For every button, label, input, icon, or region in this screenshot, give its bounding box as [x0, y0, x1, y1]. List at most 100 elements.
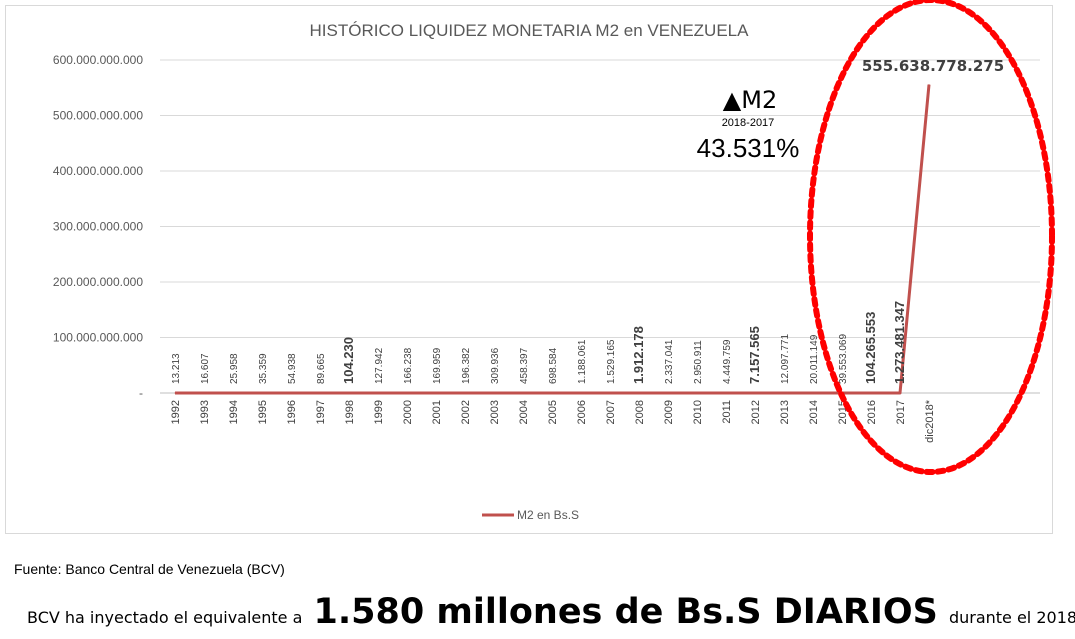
data-point	[754, 392, 756, 394]
x-tick-label: 1999	[373, 400, 385, 424]
data-point	[232, 392, 234, 394]
data-point	[203, 392, 205, 394]
data-point	[174, 392, 176, 394]
data-point	[464, 392, 466, 394]
data-label: 2.337.041	[664, 339, 675, 384]
x-tick-label: 1993	[199, 400, 211, 424]
data-point	[696, 392, 698, 394]
x-tick-label: 1996	[286, 400, 298, 424]
x-tick-label: 2003	[489, 400, 501, 424]
x-tick-label: 2014	[808, 400, 820, 424]
x-tick-label: 2000	[402, 400, 414, 424]
chart-svg: HISTÓRICO LIQUIDEZ MONETARIA M2 en VENEZ…	[53, 0, 1055, 522]
x-tick-label: 2006	[576, 400, 588, 424]
data-label: 1.188.061	[577, 339, 588, 384]
data-label: 698.584	[548, 347, 559, 384]
data-label: 1.912.178	[631, 326, 646, 384]
x-tick-label: 2012	[750, 400, 762, 424]
x-tick-label: dic2018*	[924, 399, 936, 443]
data-label: 169.959	[432, 347, 443, 384]
x-tick-label: 2009	[663, 400, 675, 424]
data-point	[406, 392, 408, 394]
data-point	[261, 392, 263, 394]
data-point	[725, 392, 727, 394]
data-label: 196.382	[461, 347, 472, 384]
x-tick-label: 2010	[692, 400, 704, 424]
chart-title: HISTÓRICO LIQUIDEZ MONETARIA M2 en VENEZ…	[310, 21, 750, 40]
data-point	[899, 392, 901, 394]
data-label: 104.230	[341, 337, 356, 384]
y-tick-label: 100.000.000.000	[53, 331, 143, 345]
data-label: 1.529.165	[606, 339, 617, 384]
x-tick-label: 2004	[518, 400, 530, 424]
data-label: 309.936	[490, 347, 501, 384]
data-label: 4.449.759	[722, 339, 733, 384]
data-point	[870, 392, 872, 394]
summary-post: durante el 2018	[948, 608, 1075, 627]
x-tick-label: 2016	[866, 400, 878, 424]
y-tick-label: -	[139, 386, 143, 400]
y-tick-label: 600.000.000.000	[53, 53, 143, 67]
gridlines	[160, 59, 1040, 394]
data-label: 7.157.565	[747, 326, 762, 384]
data-point	[435, 392, 437, 394]
x-tick-label: 2001	[431, 400, 443, 424]
data-labels: 13.213 16.607 25.958 35.359 54.938 89.665 104.…	[171, 57, 1004, 384]
data-point	[638, 392, 640, 394]
y-tick-label: 300.000.000.000	[53, 220, 143, 234]
data-point	[377, 392, 379, 394]
summary-pre: BCV ha inyectado el equivalente a	[27, 608, 303, 627]
highlight-ellipse	[807, 0, 1055, 475]
data-label: 104.265.553	[863, 312, 878, 384]
summary-highlight: 1.580 millones de Bs.S DIARIOS	[313, 592, 938, 632]
data-point	[783, 392, 785, 394]
annotation-m2-growth: ▲M2 2018-2017 43.531%	[697, 86, 800, 163]
data-label: 1.273.481.347	[892, 301, 907, 384]
x-tick-label: 2017	[895, 400, 907, 424]
annotation-period: 2018-2017	[722, 117, 775, 129]
data-point	[928, 84, 930, 86]
data-label: 39.553.069	[838, 334, 849, 384]
data-point	[290, 392, 292, 394]
legend-label: M2 en Bs.S	[517, 508, 579, 522]
x-tick-label: 2008	[634, 400, 646, 424]
y-axis: - 100.000.000.000 200.000.000.000 300.000.0…	[53, 53, 143, 400]
x-tick-label: 1994	[228, 400, 240, 424]
data-label: 458.397	[519, 347, 530, 384]
x-tick-label: 1997	[315, 400, 327, 424]
data-point	[493, 392, 495, 394]
data-label: 166.238	[403, 347, 414, 384]
data-point	[319, 392, 321, 394]
annotation-symbol: ▲M2	[723, 86, 777, 114]
data-point	[667, 392, 669, 394]
data-label: 89.665	[316, 353, 327, 384]
annotation-value: 43.531%	[697, 133, 800, 163]
source-note: Fuente: Banco Central de Venezuela (BCV)	[14, 561, 285, 577]
x-tick-label: 1995	[257, 400, 269, 424]
data-point	[551, 392, 553, 394]
x-tick-label: 2013	[779, 400, 791, 424]
data-point	[522, 392, 524, 394]
data-label: 20.011.149	[809, 334, 820, 384]
data-point	[348, 392, 350, 394]
data-point	[609, 392, 611, 394]
data-point	[580, 392, 582, 394]
data-label: 12.097.771	[780, 334, 791, 384]
summary-statement: BCV ha inyectado el equivalente a 1.580 …	[27, 592, 1075, 632]
x-tick-label: 2011	[721, 400, 733, 424]
data-label: 16.607	[200, 353, 211, 384]
x-tick-label: 1998	[344, 400, 356, 424]
data-label: 127.942	[374, 347, 385, 384]
x-tick-label: 2005	[547, 400, 559, 424]
data-label: 54.938	[287, 353, 298, 384]
x-axis: 1992 1993 1994 1995 1996 1997 1998 1999 2000 2001…	[170, 399, 936, 443]
y-tick-label: 400.000.000.000	[53, 164, 143, 178]
series-m2	[174, 84, 931, 395]
y-tick-label: 500.000.000.000	[53, 109, 143, 123]
y-tick-label: 200.000.000.000	[53, 275, 143, 289]
data-label: 2.950.911	[693, 340, 704, 384]
x-tick-label: 2002	[460, 400, 472, 424]
data-label: 13.213	[171, 353, 182, 384]
data-label: 555.638.778.275	[862, 57, 1004, 75]
legend: M2 en Bs.S	[482, 508, 579, 522]
